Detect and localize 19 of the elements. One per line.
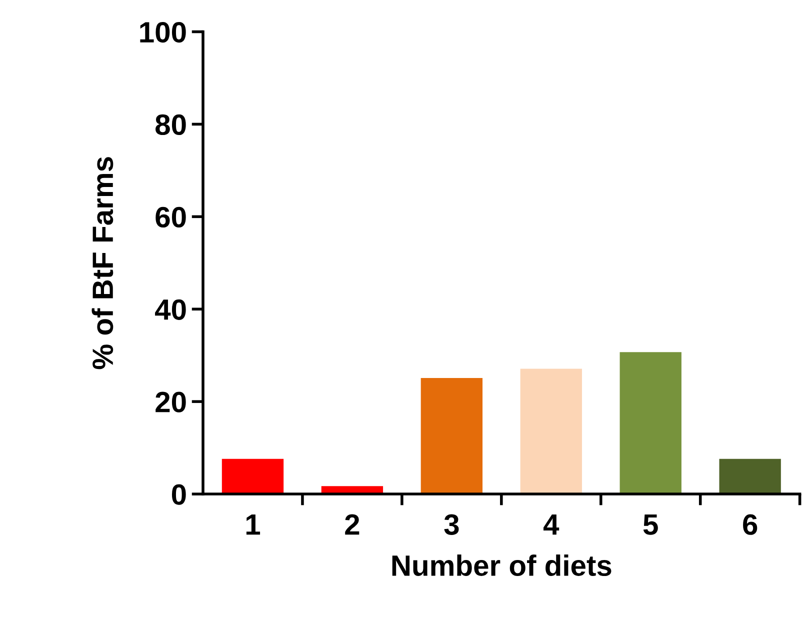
x-tick-label: 5 [643, 514, 658, 535]
y-tick-label: 20 [156, 392, 186, 412]
x-tick-label: 6 [743, 514, 758, 535]
x-tick-label: 1 [246, 514, 260, 535]
y-tick-label: 100 [140, 22, 186, 43]
bar [719, 458, 781, 494]
x-axis-title: Number of diets [392, 554, 612, 576]
x-tick-label: 4 [543, 514, 560, 535]
y-tick-label: 80 [156, 114, 186, 136]
x-tick-label: 3 [444, 514, 459, 535]
bar [222, 458, 284, 494]
y-axis-title: % of BtF Farms [92, 157, 114, 370]
bar [420, 378, 483, 494]
y-tick-label: 0 [172, 484, 186, 505]
bar [520, 368, 582, 494]
y-tick-label: 60 [156, 206, 186, 228]
y-tick-label: 40 [155, 299, 186, 320]
x-tick-label: 2 [345, 514, 360, 535]
bar [620, 352, 682, 494]
